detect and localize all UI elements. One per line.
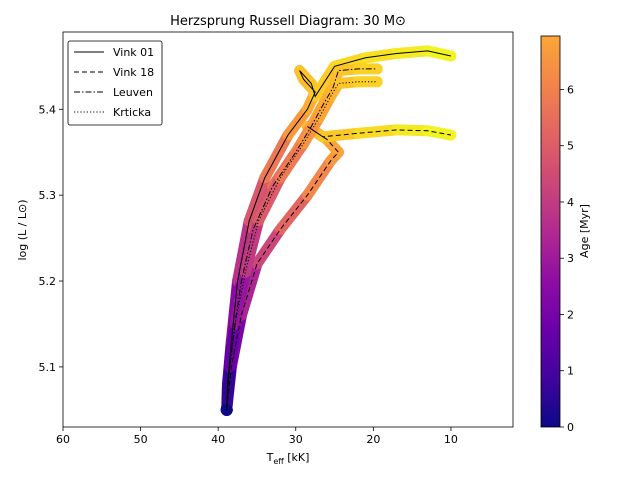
x-axis-label: Teff [kK] [266,451,310,466]
y-tick-label: 5.4 [39,103,57,116]
legend-entry-label: Vink 01 [113,46,154,59]
x-tick-label: 60 [56,433,70,446]
x-axis-label-main: T [266,451,274,464]
legend-box [67,40,163,126]
track-segment [253,172,286,227]
series-line [226,50,452,410]
x-tick-label: 10 [444,433,458,446]
plot-area: 60 50 40 30 20 10 5.1 5.2 5.3 5.4 [39,31,514,446]
colorbar-label: Age [Myr] [578,204,591,258]
colorbar-tick-label: 6 [567,83,574,96]
chart-title: Herzsprung Russell Diagram: 30 M⊙ [170,14,406,29]
legend: Vink 01 Vink 18 Leuven Krticka [67,40,163,126]
age-colored-tracks [220,45,457,416]
colorbar-ticks: 0 1 2 3 4 5 6 [560,83,574,434]
legend-entry-label: Vink 18 [113,66,154,79]
colorbar-tick-label: 0 [567,421,574,434]
colorbar-gradient [540,35,561,428]
legend-entry-label: Leuven [113,86,153,99]
y-axis-ticks: 5.1 5.2 5.3 5.4 [39,103,63,374]
model-lines [226,50,452,410]
colorbar: 0 1 2 3 4 5 6 Age [Myr] [540,35,591,434]
x-axis-label-sub: eff [273,457,284,466]
legend-entry-label: Krticka [113,106,151,119]
x-axis-ticks: 60 50 40 30 20 10 [56,427,458,446]
x-axis-label-unit: [kK] [284,451,310,464]
x-tick-label: 50 [134,433,148,446]
series-line [226,126,451,410]
track-start-point [220,403,233,416]
x-tick-label: 40 [211,433,225,446]
colorbar-tick-label: 1 [567,365,574,378]
y-tick-label: 5.2 [39,275,57,288]
y-axis-label: log (L / L⊙) [16,199,29,260]
plot-frame [62,31,514,428]
x-tick-label: 30 [289,433,303,446]
colorbar-tick-label: 4 [567,196,574,209]
colorbar-tick-label: 5 [567,140,574,153]
colorbar-tick-label: 2 [567,308,574,321]
x-tick-label: 20 [366,433,380,446]
y-tick-label: 5.3 [39,189,57,202]
y-tick-label: 5.1 [39,361,57,374]
colorbar-tick-label: 3 [567,252,574,265]
